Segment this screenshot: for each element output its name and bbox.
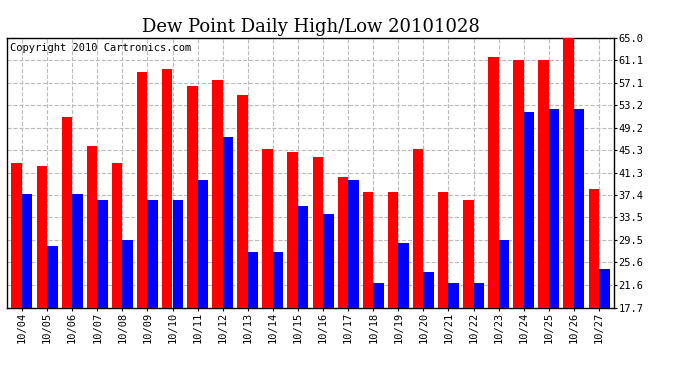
Bar (574, 109, 584, 375)
Text: Copyright 2010 Cartronics.com: Copyright 2010 Cartronics.com (10, 43, 191, 53)
Bar (448, 283, 459, 375)
Bar (323, 214, 333, 375)
Bar (473, 283, 484, 375)
Bar (12, 163, 22, 375)
Bar (273, 252, 284, 375)
Bar (538, 60, 549, 375)
Bar (373, 283, 384, 375)
Bar (197, 180, 208, 375)
Bar (499, 240, 509, 375)
Bar (223, 137, 233, 375)
Bar (313, 158, 323, 375)
Bar (122, 240, 133, 375)
Bar (212, 80, 223, 375)
Bar (488, 57, 499, 375)
Bar (398, 243, 409, 375)
Bar (424, 272, 434, 375)
Bar (112, 163, 122, 375)
Bar (162, 69, 172, 375)
Bar (288, 152, 298, 375)
Bar (22, 195, 32, 375)
Title: Dew Point Daily High/Low 20101028: Dew Point Daily High/Low 20101028 (141, 18, 480, 36)
Bar (37, 166, 47, 375)
Bar (599, 268, 609, 375)
Bar (87, 146, 97, 375)
Bar (61, 117, 72, 375)
Bar (97, 200, 108, 375)
Bar (589, 189, 599, 375)
Bar (549, 109, 560, 375)
Bar (237, 94, 248, 375)
Bar (248, 252, 258, 375)
Bar (337, 177, 348, 375)
Bar (388, 192, 398, 375)
Bar (148, 200, 158, 375)
Bar (137, 72, 148, 375)
Bar (348, 180, 359, 375)
Bar (524, 112, 534, 375)
Bar (298, 206, 308, 375)
Bar (564, 38, 574, 375)
Bar (438, 192, 449, 375)
Bar (463, 200, 473, 375)
Bar (413, 149, 424, 375)
Bar (172, 200, 183, 375)
Bar (187, 86, 197, 375)
Bar (363, 192, 373, 375)
Bar (262, 149, 273, 375)
Bar (513, 60, 524, 375)
Bar (47, 246, 57, 375)
Bar (72, 195, 83, 375)
